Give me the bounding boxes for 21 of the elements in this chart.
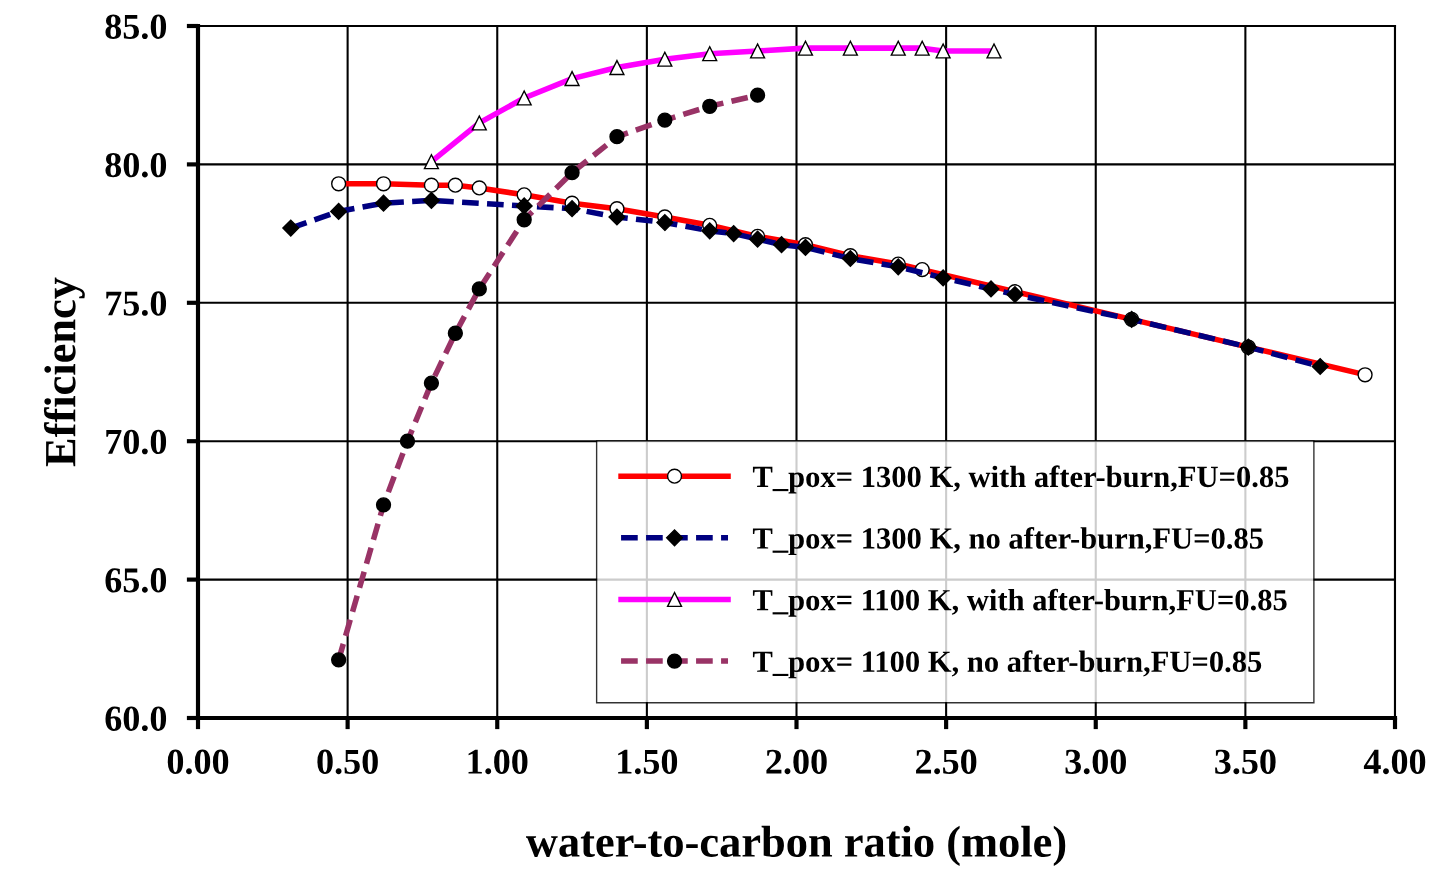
x-tick-label: 1.50 xyxy=(618,749,678,775)
y-axis-title: Efficiency xyxy=(43,277,85,467)
y-tick-label: 75.0 xyxy=(106,291,167,316)
x-tick-label: 0.50 xyxy=(317,749,378,775)
legend-label: T_pox= 1300 K, no after-burn,FU=0.85 xyxy=(752,526,1263,556)
x-tick-label: 0.00 xyxy=(167,749,229,775)
x-tick-label: 3.00 xyxy=(1065,749,1126,775)
y-tick-label: 80.0 xyxy=(105,152,167,178)
x-axis-title: water-to-carbon ratio (mole) xyxy=(525,825,1066,867)
y-tick-label: 85.0 xyxy=(105,14,167,40)
legend-label: T_pox= 1100 K, with after-burn,FU=0.85 xyxy=(752,588,1287,617)
x-tick-label: 3.50 xyxy=(1215,749,1276,775)
y-tick-label: 65.0 xyxy=(105,568,167,593)
y-tick-label: 70.0 xyxy=(106,429,167,455)
legend-label: T_pox= 1300 K, with after-burn,FU=0.85 xyxy=(752,465,1289,494)
y-tick-label: 60.0 xyxy=(105,706,167,732)
x-tick-label: 2.50 xyxy=(916,749,977,775)
x-tick-label: 2.00 xyxy=(766,749,827,775)
legend-label: T_pox= 1100 K, no after-burn,FU=0.85 xyxy=(752,650,1262,679)
x-tick-label: 4.00 xyxy=(1363,749,1426,775)
x-tick-label: 1.00 xyxy=(468,749,528,775)
